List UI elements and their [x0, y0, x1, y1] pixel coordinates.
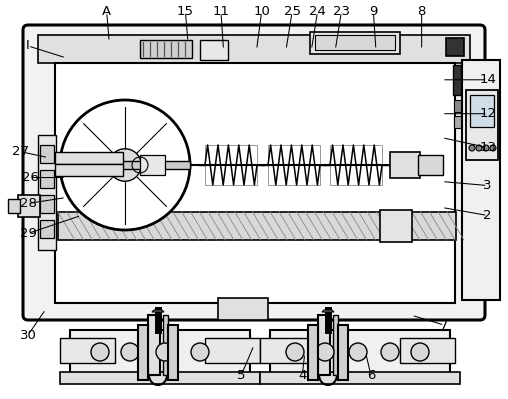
Text: 27: 27	[12, 145, 29, 158]
Bar	[400, 338, 455, 363]
Bar	[310, 32, 400, 54]
Circle shape	[109, 149, 141, 181]
Bar	[148, 315, 160, 375]
Circle shape	[483, 145, 489, 151]
Circle shape	[60, 100, 190, 230]
Bar	[260, 338, 315, 363]
Bar	[55, 63, 455, 303]
Circle shape	[490, 145, 496, 151]
Bar	[318, 315, 330, 375]
Circle shape	[286, 343, 304, 361]
Bar	[205, 145, 257, 185]
Circle shape	[349, 343, 367, 361]
Text: 29: 29	[19, 227, 37, 240]
Bar	[338, 325, 348, 380]
Bar	[40, 170, 54, 188]
Bar	[60, 161, 190, 169]
Bar	[333, 315, 338, 375]
Bar	[446, 38, 464, 56]
Bar	[466, 90, 498, 160]
Bar	[205, 338, 260, 363]
Bar	[140, 40, 192, 58]
Text: 23: 23	[333, 6, 350, 18]
Bar	[268, 145, 320, 185]
Polygon shape	[322, 310, 334, 312]
Bar	[462, 60, 500, 300]
Bar	[8, 199, 20, 213]
Bar	[55, 152, 123, 164]
Bar	[70, 330, 250, 375]
Bar	[454, 116, 461, 128]
Bar	[140, 155, 165, 175]
Bar	[18, 195, 40, 217]
Text: 3: 3	[484, 179, 492, 192]
Circle shape	[91, 343, 109, 361]
Circle shape	[469, 145, 475, 151]
Text: 30: 30	[19, 329, 37, 342]
Text: 6: 6	[367, 369, 375, 381]
Circle shape	[191, 343, 209, 361]
Bar	[163, 315, 168, 375]
Circle shape	[476, 145, 482, 151]
Bar	[40, 220, 54, 238]
Bar	[40, 195, 54, 213]
Text: 2: 2	[484, 209, 492, 222]
Text: 5: 5	[237, 369, 245, 381]
Bar	[308, 325, 318, 380]
Polygon shape	[152, 310, 164, 312]
Circle shape	[411, 343, 429, 361]
Text: 25: 25	[283, 6, 301, 18]
Circle shape	[121, 343, 139, 361]
Text: 12: 12	[479, 107, 496, 120]
Text: 11: 11	[212, 6, 230, 18]
Bar	[40, 145, 54, 163]
Bar	[270, 330, 450, 375]
Text: 8: 8	[418, 6, 426, 18]
Text: 9: 9	[369, 6, 377, 18]
Bar	[60, 372, 260, 384]
Bar	[218, 298, 268, 320]
Bar	[470, 95, 494, 127]
Text: A: A	[102, 6, 111, 18]
Bar	[60, 338, 115, 363]
Bar	[200, 40, 228, 60]
Bar	[380, 210, 412, 242]
Text: I: I	[26, 40, 30, 52]
Bar	[168, 325, 178, 380]
Bar	[58, 212, 456, 240]
Bar	[453, 65, 461, 95]
Text: 24: 24	[309, 6, 326, 18]
Bar	[315, 35, 395, 50]
Bar	[390, 152, 420, 178]
Text: 28: 28	[19, 197, 37, 210]
Bar	[454, 100, 461, 112]
Bar	[38, 135, 56, 250]
Text: 13: 13	[479, 141, 496, 154]
Text: 10: 10	[253, 6, 270, 18]
Text: 14: 14	[479, 73, 496, 86]
Circle shape	[381, 343, 399, 361]
Bar	[55, 164, 123, 176]
Bar	[138, 325, 148, 380]
Circle shape	[156, 343, 174, 361]
Text: 26: 26	[22, 171, 39, 184]
FancyBboxPatch shape	[23, 25, 485, 320]
Bar	[330, 145, 382, 185]
Bar	[418, 155, 443, 175]
Text: 4: 4	[298, 369, 306, 381]
Text: 7: 7	[440, 319, 449, 332]
Text: 15: 15	[177, 6, 194, 18]
Circle shape	[316, 343, 334, 361]
Bar	[260, 372, 460, 384]
Bar	[38, 35, 470, 63]
